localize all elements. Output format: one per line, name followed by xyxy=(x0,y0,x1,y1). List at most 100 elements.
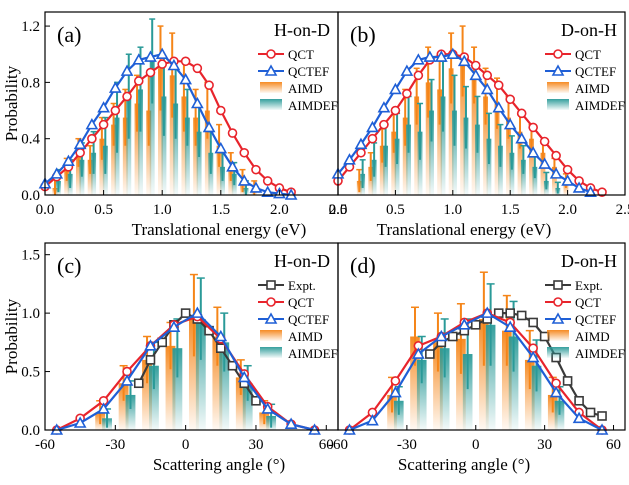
point xyxy=(390,376,401,386)
legend-label: AIMDEF xyxy=(288,98,338,113)
point xyxy=(261,402,275,414)
point xyxy=(191,306,204,318)
bar xyxy=(235,377,246,430)
point xyxy=(469,68,483,81)
legend-item: QCT xyxy=(258,47,314,62)
x-axis-ticks: 0.0 0.5 1.0 1.5 2.0 2.5 xyxy=(329,190,629,218)
point xyxy=(377,101,391,113)
x-axis-ticks: -60 -30 0 30 60 xyxy=(35,425,334,453)
point xyxy=(367,133,378,144)
legend-marker xyxy=(264,312,278,324)
bar xyxy=(393,400,404,430)
bar xyxy=(149,61,155,196)
point xyxy=(157,59,167,69)
point xyxy=(412,53,425,65)
system-label: H-on-D xyxy=(274,251,330,271)
bar xyxy=(371,159,377,195)
x-tick-label: 0.5 xyxy=(386,202,405,218)
bar xyxy=(146,110,152,195)
x-axis-title: Scattering angle (°) xyxy=(398,455,530,474)
point xyxy=(155,47,169,60)
x-tick-label: 0.0 xyxy=(329,202,348,218)
legend-marker xyxy=(266,280,276,290)
bar xyxy=(118,383,129,430)
bar xyxy=(193,117,199,195)
legend-swatch xyxy=(547,330,569,341)
legend-label: Expt. xyxy=(288,278,316,293)
bar xyxy=(462,354,473,430)
series-qctef xyxy=(343,306,609,435)
point xyxy=(167,320,181,332)
plot-frame xyxy=(337,11,626,196)
legend-item: QCT xyxy=(545,295,601,310)
legend-swatch xyxy=(547,82,569,93)
point xyxy=(482,70,493,81)
legend-label: AIMDEF xyxy=(575,98,625,113)
x-tick-label: -60 xyxy=(35,437,55,453)
bar xyxy=(99,138,105,195)
point xyxy=(584,185,597,197)
bar xyxy=(524,359,535,430)
bar xyxy=(460,61,466,196)
point xyxy=(562,164,573,175)
bar xyxy=(497,145,503,195)
point xyxy=(412,347,425,359)
point xyxy=(249,181,263,193)
point xyxy=(538,157,551,169)
plot-frame xyxy=(337,242,626,431)
bar xyxy=(483,96,488,195)
bar xyxy=(509,152,515,195)
point xyxy=(50,167,64,179)
point xyxy=(470,320,481,330)
x-tick-label: 2.5 xyxy=(616,202,629,218)
x-tick-label: 0 xyxy=(182,437,190,453)
point xyxy=(457,54,471,67)
legend-item: AIMD xyxy=(547,329,610,344)
bar xyxy=(195,318,206,430)
system-label: H-on-D xyxy=(274,20,330,40)
x-tick-label: 1.0 xyxy=(153,202,172,218)
point xyxy=(108,81,122,93)
bar xyxy=(394,138,400,195)
point xyxy=(180,308,191,318)
legend-item: AIMD xyxy=(547,81,610,96)
point xyxy=(180,56,191,67)
bar xyxy=(134,103,140,195)
bar xyxy=(383,145,389,195)
legend-item: AIMDEF xyxy=(260,346,338,361)
bar xyxy=(410,336,420,430)
point xyxy=(526,350,540,363)
legend-label: AIMD xyxy=(288,329,323,344)
legend-label: AIMD xyxy=(575,81,610,96)
y-tick-label: 0.4 xyxy=(21,132,40,148)
point xyxy=(133,378,144,389)
panel-c: -60 -30 0 30 60 0.0 0.5 1.0 1.5 Scattering angle … xyxy=(2,242,339,474)
panel-label: (a) xyxy=(57,22,81,47)
bar xyxy=(552,166,557,195)
y-tick-label: 0.8 xyxy=(21,75,40,91)
x-tick-label: 1.5 xyxy=(211,202,230,218)
bar xyxy=(417,131,423,195)
bar xyxy=(452,110,457,195)
point xyxy=(423,50,437,62)
point xyxy=(434,50,448,62)
point xyxy=(262,176,273,186)
legend-swatch xyxy=(260,347,282,358)
point xyxy=(179,72,192,85)
point xyxy=(366,414,379,426)
legend: QCT QCTEF AIMD AIMDEF xyxy=(545,47,625,113)
legend-swatch xyxy=(547,99,569,110)
legend-marker xyxy=(266,297,276,307)
point xyxy=(493,80,504,90)
point xyxy=(98,119,109,130)
bar xyxy=(502,330,512,430)
point xyxy=(572,411,586,424)
legend-label: QCT xyxy=(575,47,601,62)
panel-a: 0.0 0.5 1.0 1.5 2.0 2.50.00.40.81.2Translatio… xyxy=(2,11,347,239)
x-tick-label: 1.5 xyxy=(501,202,520,218)
legend-label: QCTEF xyxy=(288,64,329,79)
point xyxy=(562,376,573,386)
point xyxy=(214,141,228,154)
legend-label: AIMDEF xyxy=(575,346,625,361)
point xyxy=(470,60,481,71)
